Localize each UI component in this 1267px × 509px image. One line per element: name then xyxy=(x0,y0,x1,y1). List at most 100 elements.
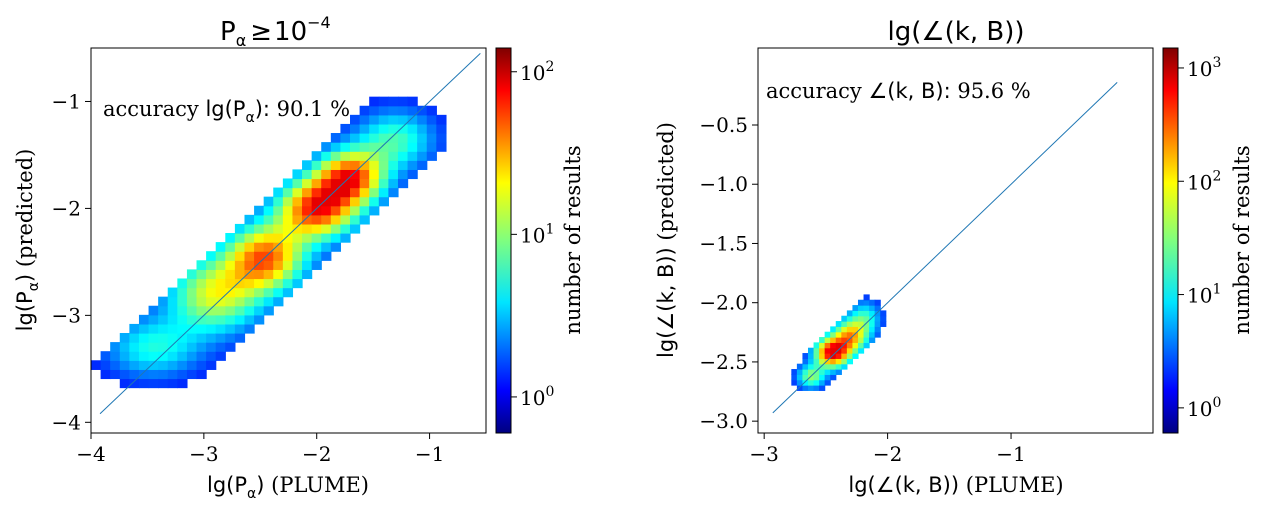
left-density-cell xyxy=(234,233,246,243)
left-density-cell xyxy=(292,196,303,207)
right-density-cell xyxy=(841,337,848,343)
right-density-cell xyxy=(852,326,859,333)
left-x-tick-label: −2 xyxy=(302,442,331,466)
right-density-cell xyxy=(852,342,859,349)
left-density-cell xyxy=(350,142,361,152)
left-density-cell xyxy=(215,333,226,343)
right-density-cell xyxy=(796,379,804,386)
left-density-cell xyxy=(311,214,322,225)
left-density-cell xyxy=(186,351,198,361)
left-density-cell xyxy=(254,278,265,289)
left-density-cell xyxy=(167,305,178,316)
left-density-cell xyxy=(177,287,188,298)
right-density-cell xyxy=(874,305,881,311)
left-colorbar xyxy=(495,47,512,434)
left-diagonal-line xyxy=(99,52,481,415)
right-density-cell xyxy=(813,358,820,365)
left-density-cell xyxy=(369,123,380,134)
right-y-ticks: −3.0 −2.5 −2.0 −1.5 −1.0 −0.5 xyxy=(699,113,758,433)
right-density-cell xyxy=(874,321,881,327)
left-density-cell xyxy=(330,205,342,216)
right-y-tick-label: −1.5 xyxy=(699,231,748,255)
left-density-cell xyxy=(330,223,342,234)
left-density-cell xyxy=(196,305,207,316)
left-density-cell xyxy=(225,342,236,352)
right-density-cell xyxy=(857,331,865,338)
left-density-cell xyxy=(234,251,246,261)
left-density-cell xyxy=(225,305,236,316)
left-density-cell xyxy=(359,133,370,143)
right-colorbar-ticks: 100 101 102 103 xyxy=(1178,55,1221,421)
right-density-cell xyxy=(863,337,870,343)
left-density-cell xyxy=(148,323,159,334)
left-density-cell xyxy=(369,178,380,189)
left-density-cell xyxy=(302,160,313,170)
left-density-cell xyxy=(186,278,198,289)
left-density-cell xyxy=(340,169,351,180)
right-density-cell xyxy=(813,363,820,370)
left-density-cell xyxy=(225,233,236,243)
left-density-cell xyxy=(302,251,313,261)
right-colorbar xyxy=(1162,47,1179,434)
left-density-cell xyxy=(340,178,351,189)
left-density-cell xyxy=(282,178,294,189)
left-density-cell xyxy=(254,296,265,307)
right-density-cell xyxy=(824,374,831,381)
right-density-cell xyxy=(807,358,815,365)
right-density-cell xyxy=(824,358,831,365)
right-density-cell xyxy=(824,369,831,375)
left-density-cell xyxy=(119,333,130,343)
right-density-cell xyxy=(835,321,842,327)
left-density-cell xyxy=(302,169,313,180)
left-density-cell xyxy=(138,369,150,380)
right-density-cell xyxy=(796,363,804,370)
right-density-cell xyxy=(802,385,809,391)
left-density-cell xyxy=(311,178,322,189)
left-density-cell xyxy=(225,333,236,343)
left-density-cell xyxy=(110,360,121,370)
left-density-cell xyxy=(321,187,332,198)
left-density-cell xyxy=(186,323,198,334)
left-density-cell xyxy=(321,214,332,225)
left-density-cell xyxy=(234,269,246,280)
left-density-cell xyxy=(282,287,294,298)
left-density-cell xyxy=(148,351,159,361)
left-density-cell xyxy=(186,296,198,307)
left-density-cell xyxy=(119,351,130,361)
left-density-cell xyxy=(263,305,274,316)
left-density-cell xyxy=(330,178,342,189)
right-density-cell xyxy=(835,347,842,354)
left-y-tick-label: −1 xyxy=(52,89,81,113)
right-colorbar-tick-label: 100 xyxy=(1187,395,1221,421)
left-density-cell xyxy=(417,133,428,143)
left-density-cell xyxy=(397,105,409,116)
left-density-cell xyxy=(407,96,418,107)
right-density-cell xyxy=(863,299,870,306)
left-density-cell xyxy=(167,287,178,298)
left-density-cell xyxy=(167,314,178,325)
left-density-cell xyxy=(282,187,294,198)
left-density-cell xyxy=(369,114,380,125)
left-density-cell xyxy=(225,242,236,252)
left-density-cell xyxy=(273,242,284,252)
left-density-cell xyxy=(321,142,332,152)
left-density-cell xyxy=(359,105,370,116)
left-density-cell xyxy=(244,305,255,316)
left-density-cell xyxy=(330,151,342,161)
left-density-cell xyxy=(292,233,303,243)
right-density-cell xyxy=(846,358,854,365)
right-y-tick-label: −0.5 xyxy=(699,113,748,137)
left-x-label: lg(Pα) (PLUME) xyxy=(207,473,369,502)
left-density-cell xyxy=(206,351,217,361)
left-x-ticks: −4 −3 −2 −1 xyxy=(76,433,444,466)
left-density-cell xyxy=(311,196,322,207)
left-density-cell xyxy=(302,196,313,207)
left-density-cell xyxy=(167,296,178,307)
left-density-cell xyxy=(91,360,102,370)
left-density-cell xyxy=(388,96,399,107)
left-density-cell xyxy=(369,151,380,161)
left-density-cell xyxy=(196,278,207,289)
left-density-cell xyxy=(282,278,294,289)
left-density-cell xyxy=(234,305,246,316)
right-density-cell xyxy=(857,342,865,349)
